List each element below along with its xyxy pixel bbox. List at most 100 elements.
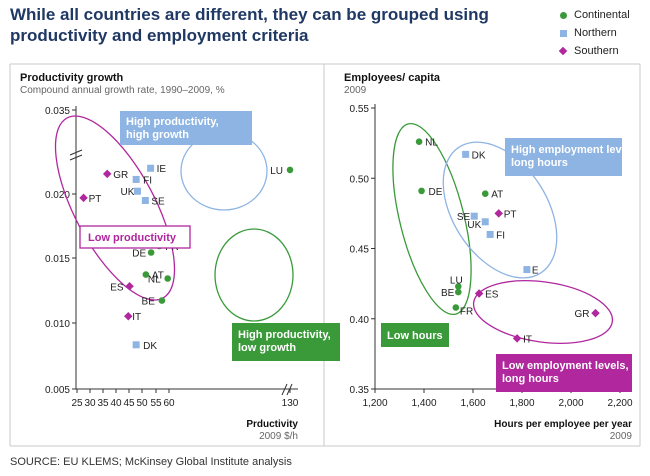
data-point: IT [124, 311, 141, 323]
y-axis-break [69, 149, 83, 161]
x-tick-label: 60 [163, 398, 175, 409]
legend-label: Southern [574, 45, 619, 57]
legend-label: Continental [574, 9, 630, 21]
point-marker [512, 334, 522, 343]
x-tick-label: 40 [110, 398, 122, 409]
chart-title: Employees/ capita [344, 72, 441, 84]
point-marker [79, 193, 88, 203]
legend-label: Northern [574, 27, 617, 39]
annotation-line: low growth [238, 342, 296, 354]
data-point: FI [486, 230, 505, 241]
data-point: E [523, 266, 539, 277]
y-tick-label: 0.40 [350, 315, 370, 326]
group-ellipse-continental [214, 228, 294, 322]
y-tick-label: 0.020 [45, 190, 70, 201]
x-axis-label: Hours per employee per year [494, 419, 632, 430]
point-marker [494, 209, 503, 218]
point-marker [418, 187, 425, 195]
annotation-box [381, 323, 449, 347]
point-marker [455, 283, 462, 290]
data-point: LU [270, 166, 294, 177]
x-axis-unit: 2009 [610, 431, 633, 442]
annotation-line: High productivity, [238, 329, 331, 341]
x-tick-label: 1,400 [411, 398, 436, 409]
point-label: PT [504, 209, 517, 220]
chart-frames [9, 63, 641, 447]
point-label: ES [110, 282, 124, 293]
point-marker [486, 230, 494, 238]
y-tick-label: 0.005 [45, 385, 70, 396]
square-marker-icon [559, 29, 567, 37]
chart-employment: Employees/ capita20090.550.500.450.400.3… [344, 72, 640, 442]
data-point: NL [415, 138, 438, 149]
data-point: FI [132, 175, 152, 186]
data-point: ES [474, 289, 499, 300]
point-label: LU [450, 275, 463, 286]
annotation-box [79, 225, 191, 249]
point-label: IE [157, 164, 167, 175]
annotation-text: Low employment levels, long hours [502, 360, 629, 385]
x-axis-unit: 2009 $/h [259, 431, 298, 442]
point-label: PT [89, 194, 102, 205]
annotation-box [232, 323, 340, 361]
x-tick-label: 30 [84, 398, 96, 409]
point-marker [132, 341, 140, 349]
point-label: DK [472, 150, 486, 161]
y-tick-label: 0.50 [350, 174, 370, 185]
point-label: UK [121, 187, 135, 198]
x-tick-label: 1,200 [362, 398, 387, 409]
point-label: DE [132, 249, 146, 260]
data-point: DK [132, 341, 157, 352]
annotation-box [496, 354, 632, 392]
group-ellipse-continental [392, 122, 472, 316]
point-marker [286, 166, 294, 174]
point-marker [147, 164, 155, 172]
point-label: FR [460, 307, 473, 318]
data-point: PT [494, 209, 517, 220]
point-label: IT [523, 334, 532, 345]
data-point: DE [132, 249, 155, 260]
x-tick-label: 55 [150, 398, 162, 409]
x-axis-label: Prductivity [246, 419, 298, 430]
point-marker [102, 169, 112, 179]
data-point: SE [457, 212, 478, 223]
point-label: LU [270, 166, 283, 177]
legend-item-northern: Northern [556, 24, 648, 42]
group-ellipse-southern [472, 280, 614, 344]
point-label: IT [132, 312, 141, 323]
point-label: SE [457, 212, 471, 223]
point-marker [125, 282, 134, 291]
annotation-box [505, 138, 622, 176]
x-tick-label: 50 [136, 398, 148, 409]
x-tick-label: 25 [71, 398, 83, 409]
annotation-line: High productivity, [126, 116, 219, 128]
point-label: UK [467, 220, 481, 231]
data-point: AT [142, 271, 164, 282]
point-marker [462, 150, 470, 158]
point-label: NL [425, 138, 438, 149]
annotation-line: long hours [511, 157, 568, 169]
data-point: BE [142, 297, 166, 308]
data-point: IT [512, 334, 532, 345]
data-point: AT [481, 190, 503, 201]
data-point: GR [102, 169, 128, 181]
point-label: FI [143, 175, 152, 186]
annotation-text: High productivity, high growth [126, 116, 219, 141]
legend-item-southern: Southern [556, 42, 648, 60]
y-tick-label: 0.010 [45, 319, 70, 330]
x-tick-label: 35 [97, 398, 109, 409]
data-point: UK [467, 218, 489, 231]
point-label: BE [441, 288, 455, 299]
annotation-box [120, 111, 252, 145]
point-label: FI [496, 230, 505, 241]
point-marker [481, 190, 489, 198]
data-point: LU [450, 275, 463, 290]
chart-subtitle: Compound annual growth rate, 1990–2009, … [20, 85, 225, 96]
annotation-line: high growth [126, 129, 189, 141]
data-point: ES [110, 282, 134, 293]
annotation-line: High employment levels, [511, 144, 640, 156]
point-label: E [532, 266, 539, 277]
x-tick-label: 45 [123, 398, 135, 409]
point-marker [452, 304, 460, 311]
annotation-text: Low productivity [88, 232, 177, 244]
